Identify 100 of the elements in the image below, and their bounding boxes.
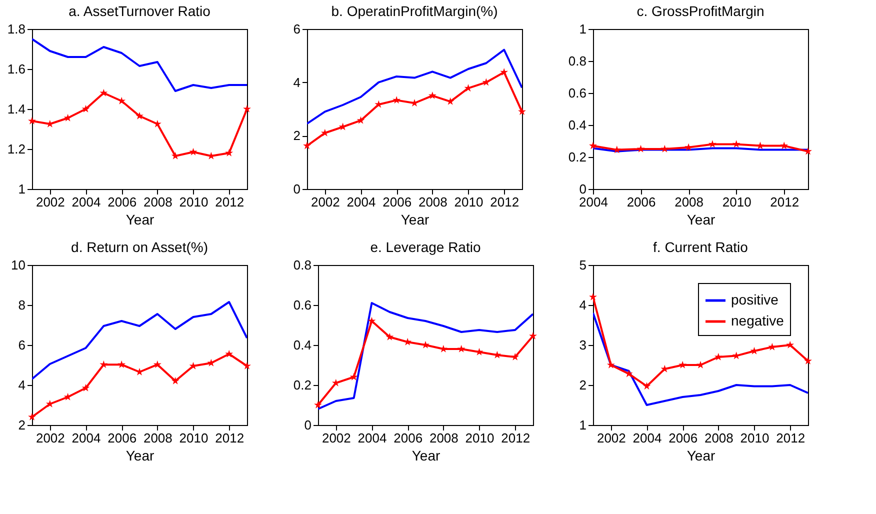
point bbox=[482, 78, 490, 86]
point bbox=[356, 116, 365, 124]
x-tick-label: 2004 bbox=[346, 194, 376, 210]
x-tick-label: 2002 bbox=[322, 430, 351, 446]
point bbox=[171, 376, 180, 384]
point bbox=[243, 362, 251, 370]
x-tick-label: 2008 bbox=[674, 194, 704, 210]
point bbox=[780, 142, 788, 150]
point bbox=[136, 368, 144, 376]
y-tick-label: 1.4 bbox=[7, 102, 26, 116]
point bbox=[500, 68, 508, 76]
x-tick-label: 2010 bbox=[465, 430, 494, 446]
point bbox=[153, 360, 162, 368]
x-tick-label: 2004 bbox=[632, 430, 662, 446]
y-tick-label: 0.8 bbox=[568, 54, 586, 68]
x-tick-label: 2004 bbox=[579, 194, 608, 210]
point bbox=[28, 412, 36, 420]
y-tick-label: 0.8 bbox=[293, 258, 312, 272]
x-tick-label: 2002 bbox=[36, 430, 65, 446]
x-tick-label: 2004 bbox=[72, 194, 101, 210]
point bbox=[243, 104, 251, 112]
x-tick-label: 2010 bbox=[454, 194, 484, 210]
x-tick-label: 2004 bbox=[72, 430, 101, 446]
point bbox=[756, 142, 764, 150]
x-tick-label: 2008 bbox=[704, 430, 734, 446]
point bbox=[100, 360, 108, 368]
y-tick-label: 0.6 bbox=[568, 86, 586, 100]
x-tick-label: 2010 bbox=[179, 194, 208, 210]
y-tick-label: 0.2 bbox=[568, 150, 586, 164]
y-tick-label: 0.2 bbox=[293, 378, 312, 392]
point bbox=[136, 112, 144, 120]
point bbox=[82, 384, 90, 392]
point bbox=[64, 114, 72, 122]
x-axis-title: Year bbox=[126, 448, 154, 464]
point bbox=[660, 144, 669, 152]
y-tick-label: 1 bbox=[18, 182, 26, 196]
point bbox=[518, 107, 526, 116]
y-tick-label: 0 bbox=[304, 418, 312, 432]
x-axis-title: Year bbox=[400, 212, 430, 228]
line-series bbox=[32, 38, 247, 92]
x-tick-label: 2006 bbox=[382, 194, 412, 210]
y-tick-label: 3 bbox=[579, 338, 586, 352]
line-series bbox=[32, 301, 247, 380]
point bbox=[786, 340, 794, 348]
point bbox=[768, 342, 776, 350]
point bbox=[225, 148, 234, 156]
x-tick-label: 2008 bbox=[418, 194, 448, 210]
point bbox=[100, 88, 108, 96]
y-tick-label: 1.8 bbox=[7, 22, 26, 36]
x-tick-label: 2008 bbox=[429, 430, 458, 446]
point bbox=[589, 142, 597, 150]
y-tick-label: 1.2 bbox=[7, 142, 26, 156]
point bbox=[392, 96, 401, 104]
x-axis-title: Year bbox=[126, 212, 154, 228]
point bbox=[636, 144, 645, 152]
y-tick-label: 0 bbox=[293, 182, 300, 196]
chart-title: e. Leverage Ratio bbox=[370, 239, 481, 255]
point bbox=[64, 392, 72, 400]
point bbox=[225, 350, 234, 358]
point bbox=[804, 356, 812, 364]
x-tick-label: 2006 bbox=[394, 430, 423, 446]
y-tick-label: 4 bbox=[18, 378, 26, 392]
chart-title: c. GrossProfitMargin bbox=[636, 3, 764, 19]
point bbox=[46, 400, 54, 408]
y-tick-label: 1.6 bbox=[7, 62, 26, 76]
x-tick-label: 2012 bbox=[770, 194, 800, 210]
x-tick-label: 2010 bbox=[740, 430, 770, 446]
x-axis-title: Year bbox=[686, 448, 716, 464]
point bbox=[207, 358, 216, 366]
point bbox=[606, 360, 615, 368]
y-tick-label: 6 bbox=[18, 338, 26, 352]
y-tick-label: 2 bbox=[293, 128, 300, 144]
x-tick-label: 2002 bbox=[310, 194, 340, 210]
point bbox=[589, 292, 597, 300]
y-tick-label: 0.6 bbox=[293, 298, 312, 312]
point bbox=[511, 352, 520, 360]
y-tick-label: 10 bbox=[11, 258, 26, 272]
x-tick-label: 2012 bbox=[215, 194, 244, 210]
point bbox=[189, 148, 198, 156]
x-tick-label: 2008 bbox=[143, 194, 172, 210]
point bbox=[428, 91, 436, 100]
y-tick-label: 6 bbox=[293, 22, 300, 36]
x-tick-label: 2012 bbox=[776, 430, 806, 446]
x-tick-label: 2006 bbox=[108, 194, 137, 210]
y-tick-label: 0 bbox=[579, 182, 586, 196]
x-tick-label: 2004 bbox=[358, 430, 387, 446]
y-tick-label: 4 bbox=[579, 298, 586, 312]
y-tick-label: 0.4 bbox=[568, 118, 586, 132]
point bbox=[118, 360, 126, 368]
point bbox=[28, 116, 36, 124]
x-tick-label: 2006 bbox=[108, 430, 137, 446]
x-tick-label: 2002 bbox=[36, 194, 65, 210]
x-tick-label: 2006 bbox=[626, 194, 656, 210]
point bbox=[368, 316, 376, 324]
y-tick-label: 1 bbox=[579, 22, 586, 36]
point bbox=[82, 104, 90, 112]
legend-label: negative bbox=[731, 312, 784, 328]
x-tick-label: 2010 bbox=[722, 194, 752, 210]
y-tick-label: 2 bbox=[18, 418, 26, 432]
y-tick-label: 1 bbox=[579, 418, 586, 432]
